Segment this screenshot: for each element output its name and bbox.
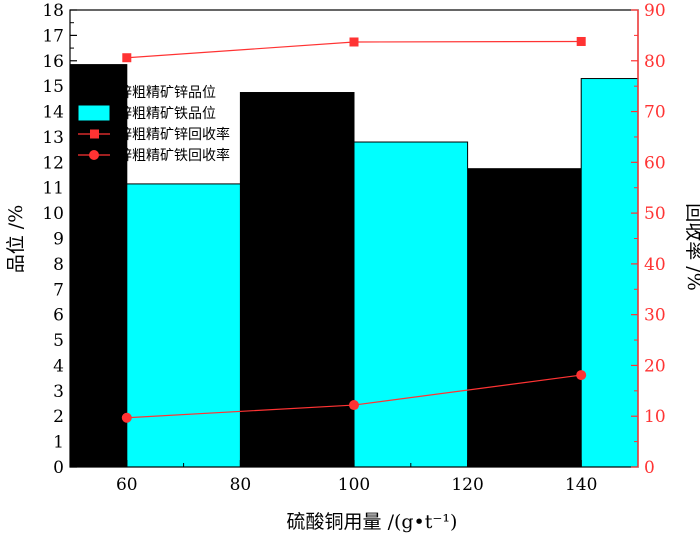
x-tick-label-60: 60: [116, 475, 138, 495]
legend-label-4: 锌粗精矿铁回收率: [118, 147, 230, 164]
y2-tick-label-90: 90: [644, 1, 666, 21]
y-tick-label-14: 14: [42, 103, 64, 123]
legend-label-3: 锌粗精矿锌回收率: [118, 126, 230, 143]
lines-layer: [121, 36, 587, 423]
y-tick-label-16: 16: [42, 52, 64, 72]
legend-swatch-1: [77, 83, 111, 101]
y-tick-label-13: 13: [42, 128, 64, 148]
y-tick-label-11: 11: [42, 179, 64, 199]
y-tick-label-0: 0: [53, 458, 64, 478]
y-tick-label-5: 5: [53, 331, 64, 351]
legend-marker-4: [89, 150, 99, 160]
y-tick-label-2: 2: [53, 407, 64, 427]
axes-layer: 0123456789101112131415161718010203040506…: [42, 1, 665, 495]
marker-circle-100: [349, 400, 359, 411]
y2-tick-label-70: 70: [644, 103, 666, 123]
y-tick-label-4: 4: [53, 356, 64, 376]
y-tick-label-6: 6: [53, 306, 64, 326]
y2-tick-label-30: 30: [644, 306, 666, 326]
bars-layer: [69, 64, 639, 468]
bar-2-100: [353, 141, 469, 468]
y-tick-label-12: 12: [42, 153, 64, 173]
y2-tick-label-60: 60: [644, 153, 666, 173]
x-tick-label-80: 80: [230, 475, 252, 495]
y2-tick-label-40: 40: [644, 255, 666, 275]
y-tick-label-15: 15: [42, 77, 64, 97]
marker-circle-60: [121, 412, 132, 423]
x-tick-label-120: 120: [451, 475, 483, 495]
marker-square-140: [576, 36, 586, 46]
y-tick-label-10: 10: [42, 204, 64, 224]
y2-axis-label: 回收率 /%: [683, 203, 700, 291]
bar-1-100: [239, 92, 355, 468]
x-tick-label-140: 140: [565, 475, 597, 495]
legend-swatch-2: [77, 104, 111, 122]
bar-2-60: [126, 183, 241, 468]
bar-1-60: [69, 64, 128, 468]
y-tick-label-1: 1: [53, 433, 64, 453]
marker-square-60: [122, 53, 132, 63]
y2-tick-label-10: 10: [644, 407, 666, 427]
y-tick-label-8: 8: [53, 255, 64, 275]
x-tick-label-100: 100: [338, 475, 370, 495]
y-axis-label: 品位 /%: [5, 205, 27, 274]
x-axis-label: 硫酸铜用量 /(g•t⁻¹): [287, 511, 458, 533]
legend-label-2: 锌粗精矿铁品位: [118, 106, 216, 122]
bar-2-140: [580, 78, 639, 468]
y-tick-label-18: 18: [42, 1, 64, 21]
bar-1-140: [467, 168, 582, 468]
y-tick-label-17: 17: [42, 26, 64, 46]
y2-tick-label-20: 20: [644, 356, 666, 376]
y-tick-label-3: 3: [53, 382, 64, 402]
legend-marker-3: [90, 129, 99, 139]
y2-tick-label-0: 0: [644, 458, 655, 478]
legend-label-1: 锌粗精矿锌品位: [118, 85, 216, 101]
y2-tick-label-80: 80: [644, 52, 666, 72]
marker-square-100: [349, 37, 359, 47]
y-tick-label-7: 7: [53, 280, 64, 300]
y-tick-label-9: 9: [53, 230, 64, 250]
y2-tick-label-50: 50: [644, 204, 666, 224]
marker-circle-140: [576, 370, 587, 381]
